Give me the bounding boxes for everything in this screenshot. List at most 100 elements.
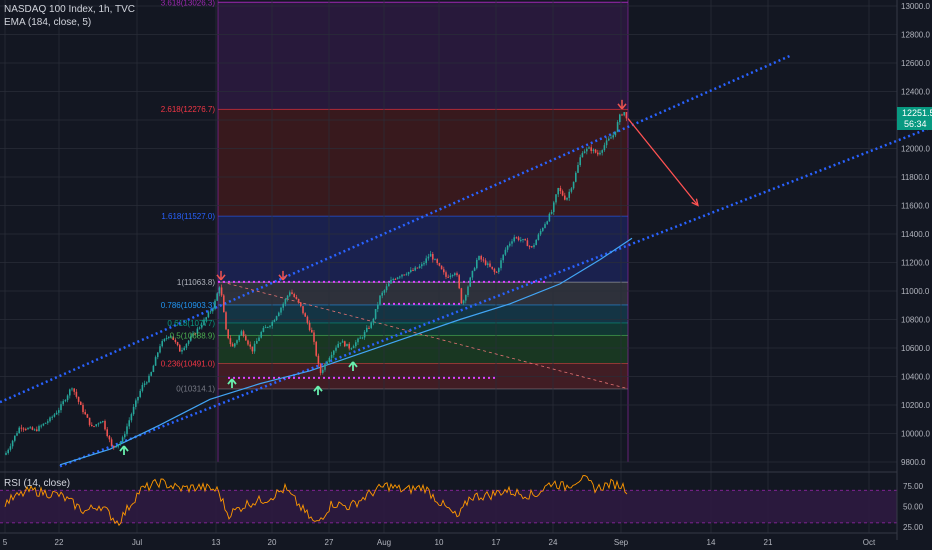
ema-title[interactable]: EMA (184, close, 5) [4, 17, 92, 28]
candle-body [214, 300, 216, 309]
candle-body [579, 157, 581, 166]
candle-body [293, 294, 295, 297]
candle-body [385, 286, 388, 291]
candle-body [99, 421, 102, 424]
candle-body [383, 290, 386, 293]
candle-body [82, 404, 84, 413]
candle-body [368, 327, 370, 329]
candle-body [443, 269, 445, 273]
candle-body [207, 312, 210, 318]
candle-body [161, 341, 163, 347]
main-legend[interactable]: NASDAQ 100 Index, 1h, TVC EMA (184, clos… [4, 3, 135, 29]
candle-body [608, 138, 610, 141]
candle-body [58, 410, 60, 413]
rsi-pane: 75.00 50.00 25.00 [0, 471, 924, 532]
candle-body [91, 424, 93, 427]
candle-body [394, 279, 397, 281]
candle-body [513, 237, 515, 242]
candle-body [269, 325, 271, 327]
candle-body [623, 112, 625, 116]
fib-level-label: 0.236(10491.0) [161, 360, 216, 369]
rsi-band [0, 490, 897, 523]
forecast-arrow-head [691, 198, 699, 207]
candle-body [482, 259, 485, 261]
candle-body [27, 427, 29, 430]
candle-body [535, 239, 537, 246]
candle-body [456, 273, 458, 276]
candle-body [201, 325, 203, 328]
candle-body [289, 292, 291, 296]
candle-body [25, 428, 27, 430]
candle-body [491, 266, 493, 269]
candle-body [172, 336, 174, 340]
candle-body [38, 426, 40, 431]
candle-body [509, 243, 511, 246]
candle-body [458, 275, 460, 289]
candle-body [495, 271, 498, 273]
candle-body [489, 263, 491, 267]
candle-body [462, 300, 465, 304]
time-tick-label: 24 [549, 538, 558, 547]
candle-body [280, 307, 282, 313]
price-tick-label: 10600.0 [901, 344, 930, 353]
candle-body [295, 296, 298, 300]
candle-body [533, 245, 535, 248]
candle-body [520, 239, 522, 241]
candle-body [372, 318, 375, 323]
candle-body [198, 327, 201, 329]
rsi-line [4, 475, 628, 527]
candle-body [432, 253, 434, 260]
candle-body [526, 240, 529, 247]
candle-body [465, 295, 467, 301]
fib-level-label: 1(11063.8) [177, 278, 215, 287]
fib-level-label: 1.618(11527.0) [161, 212, 215, 221]
candle-body [304, 313, 306, 317]
candle-body [194, 333, 196, 335]
candle-body [11, 440, 14, 447]
forecast[interactable] [627, 118, 699, 207]
candle-body [561, 191, 564, 196]
down-arrow-icon [617, 99, 627, 110]
candle-body [179, 345, 181, 352]
time-axis[interactable]: 5 22 Jul 13 20 27 Aug 10 17 24 Sep 14 21 Oct [0, 532, 897, 547]
candle-body [234, 343, 236, 347]
candle-body [313, 332, 315, 342]
candle-body [14, 435, 16, 441]
candle-body [423, 263, 425, 265]
candle-body [500, 260, 502, 269]
candle-body [187, 340, 190, 344]
channel-lines[interactable] [0, 54, 932, 468]
candle-body [170, 336, 172, 338]
candle-body [359, 337, 361, 339]
candle-body [18, 427, 20, 434]
candle-body [146, 382, 148, 384]
price-axis[interactable]: 13000.012800.012600.012400.012200.012000… [896, 0, 930, 540]
rsi-tick-label: 50.00 [903, 503, 924, 512]
candle-body [148, 375, 150, 383]
price-tick-label: 12400.0 [901, 88, 930, 97]
fib-zones [217, 0, 629, 462]
candle-body [264, 327, 267, 329]
price-tick-label: 10800.0 [901, 316, 930, 325]
candle-body [42, 423, 45, 426]
candle-body [478, 255, 480, 260]
candle-body [183, 347, 185, 350]
fib-zone [218, 322, 628, 336]
fib-level-label: 0.5(10688.9) [170, 331, 216, 340]
price-tick-label: 12000.0 [901, 145, 930, 154]
candle-body [236, 340, 238, 344]
candle-body [480, 255, 482, 260]
candle-body [33, 429, 36, 431]
candle-body [97, 423, 100, 425]
candle-body [355, 342, 357, 347]
symbol-title[interactable]: NASDAQ 100 Index, 1h, TVC [4, 4, 135, 15]
rsi-legend[interactable]: RSI (14, close) [4, 478, 71, 489]
candle-body [150, 372, 152, 376]
candle-body [370, 322, 372, 328]
candle-body [350, 348, 353, 350]
candle-body [515, 237, 518, 239]
up-arrow-icon [348, 361, 358, 371]
time-tick-label: Sep [614, 538, 629, 547]
dotted-levels[interactable] [218, 280, 545, 379]
